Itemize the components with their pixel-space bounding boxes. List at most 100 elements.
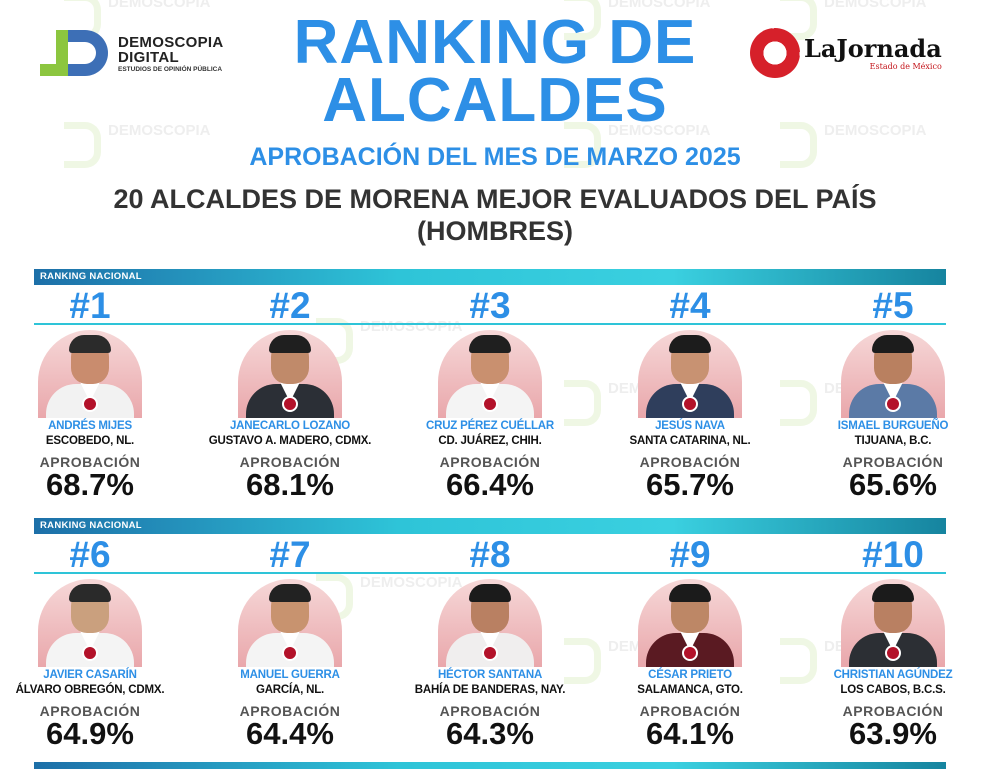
rank-number: #3 — [469, 285, 511, 326]
approval-value: 64.1% — [646, 716, 734, 751]
demoscopia-logo: DEMOSCOPIA DIGITAL ESTUDIOS DE OPINIÓN P… — [40, 24, 240, 84]
mayor-name: ANDRÉS MIJES — [48, 420, 132, 432]
mayor-card: #1 ANDRÉS MIJES ESCOBEDO, NL. APROBACIÓN 68.… — [0, 286, 188, 506]
mayor-name: CRUZ PÉREZ CUÉLLAR — [425, 420, 554, 432]
page-subtitle: APROBACIÓN DEL MES DE MARZO 2025 — [249, 143, 741, 171]
approval-label: APROBACIÓN — [842, 454, 944, 470]
la-jornada-logo: LaJornada Estado de México — [750, 28, 950, 78]
approval-label: APROBACIÓN — [439, 703, 541, 719]
municipality: GARCÍA, NL. — [255, 684, 325, 696]
mayor-name: MANUEL GUERRA — [240, 669, 340, 681]
mayor-card: #5 ISMAEL BURGUEÑO TIJUANA, B.C. APROBACIÓN… — [795, 286, 991, 506]
mayor-name: JAVIER CASARÍN — [43, 669, 137, 681]
approval-value: 66.4% — [446, 467, 534, 502]
mayor-card: #7 MANUEL GUERRA GARCÍA, NL. APROBACIÓN 64.4… — [192, 535, 388, 755]
party-pin-icon — [885, 645, 901, 661]
mayor-photo — [841, 330, 945, 418]
approval-value: 64.4% — [246, 716, 334, 751]
mayor-name: HÉCTOR SANTANA — [437, 669, 543, 681]
rank-number: #9 — [669, 534, 711, 575]
rank-number: #8 — [469, 534, 511, 575]
approval-label: APROBACIÓN — [639, 454, 741, 470]
municipality: LOS CABOS, B.C.S. — [840, 684, 946, 696]
party-pin-icon — [885, 396, 901, 412]
mayor-card: #3 CRUZ PÉREZ CUÉLLAR CD. JUÁREZ, CHIH. APR… — [392, 286, 588, 506]
party-pin-icon — [682, 396, 698, 412]
municipality: GUSTAVO A. MADERO, CDMX. — [208, 435, 372, 447]
party-pin-icon — [282, 645, 298, 661]
rank-number: #7 — [269, 534, 311, 575]
party-pin-icon — [82, 396, 98, 412]
mayor-card: #8 HÉCTOR SANTANA BAHÍA DE BANDERAS, NAY. A… — [392, 535, 588, 755]
approval-value: 68.1% — [246, 467, 334, 502]
municipality: TIJUANA, B.C. — [854, 435, 932, 447]
municipality: ESCOBEDO, NL. — [45, 435, 135, 447]
approval-label: APROBACIÓN — [842, 703, 944, 719]
party-pin-icon — [82, 645, 98, 661]
rank-number: #10 — [862, 534, 924, 575]
approval-label: APROBACIÓN — [239, 703, 341, 719]
approval-value: 65.7% — [646, 467, 734, 502]
watermark: DEMOSCOPIA — [780, 0, 927, 40]
watermark: DEMOSCOPIA — [64, 0, 211, 40]
logo-line2: DIGITAL — [118, 48, 179, 66]
rank-number: #6 — [69, 534, 111, 575]
mayor-card: #10 CHRISTIAN AGÚNDEZ LOS CABOS, B.C.S. APR… — [795, 535, 991, 755]
municipality: BAHÍA DE BANDERAS, NAY. — [414, 684, 566, 696]
mayor-name: ISMAEL BURGUEÑO — [837, 420, 949, 432]
sun-logo-icon — [750, 28, 800, 78]
party-pin-icon — [682, 645, 698, 661]
rank-number: #4 — [669, 285, 711, 326]
mayor-name: JESÚS NAVA — [655, 420, 725, 432]
municipality: SALAMANCA, GTO. — [637, 684, 743, 696]
mayor-photo — [841, 579, 945, 667]
approval-label: APROBACIÓN — [39, 454, 141, 470]
party-pin-icon — [482, 396, 498, 412]
mayor-card: #2 JANECARLO LOZANO GUSTAVO A. MADERO, CDM… — [192, 286, 388, 506]
approval-value: 65.6% — [849, 467, 937, 502]
logo-tagline: ESTUDIOS DE OPINIÓN PÚBLICA — [118, 65, 223, 73]
mayor-photo — [638, 330, 742, 418]
mayor-photo — [238, 330, 342, 418]
rank-number: #5 — [872, 285, 914, 326]
approval-value: 68.7% — [46, 467, 134, 502]
divider — [34, 572, 946, 574]
logo-line1: DEMOSCOPIA — [118, 33, 224, 51]
page-title: RANKING DE ALCALDES — [293, 8, 697, 135]
watermark: DEMOSCOPIA — [780, 122, 927, 168]
mayor-card: #4 JESÚS NAVA SANTA CATARINA, NL. APROBACIÓ… — [592, 286, 788, 506]
approval-value: 64.3% — [446, 716, 534, 751]
approval-label: APROBACIÓN — [439, 454, 541, 470]
mayor-photo — [38, 330, 142, 418]
approval-label: APROBACIÓN — [39, 703, 141, 719]
watermark: DEMOSCOPIA — [64, 122, 211, 168]
mayor-photo — [438, 579, 542, 667]
jornada-sub: Estado de México — [869, 61, 942, 71]
municipality: SANTA CATARINA, NL. — [629, 435, 751, 447]
mayor-name: JANECARLO LOZANO — [229, 420, 351, 432]
mayor-name: CÉSAR PRIETO — [648, 669, 732, 681]
rank-number: #1 — [69, 285, 111, 326]
mayor-card: #9 CÉSAR PRIETO SALAMANCA, GTO. APROBACIÓN 6… — [592, 535, 788, 755]
ranking-band: RANKING NACIONAL — [34, 518, 946, 534]
section-heading: 20 ALCALDES DE MORENA MEJOR EVALUADOS DE… — [113, 184, 877, 246]
mayor-card: #6 JAVIER CASARÍN ÁLVARO OBREGÓN, CDMX. APR… — [0, 535, 188, 755]
party-pin-icon — [482, 645, 498, 661]
jornada-name: LaJornada — [804, 33, 942, 63]
approval-value: 64.9% — [46, 716, 134, 751]
mayor-name: CHRISTIAN AGÚNDEZ — [833, 669, 953, 681]
approval-label: APROBACIÓN — [239, 454, 341, 470]
municipality: CD. JUÁREZ, CHIH. — [438, 435, 542, 447]
demoscopia-logo-icon — [40, 26, 112, 82]
ranking-band: RANKING NACIONAL — [34, 269, 946, 285]
divider — [34, 323, 946, 325]
municipality: ÁLVARO OBREGÓN, CDMX. — [15, 684, 165, 696]
rank-number: #2 — [269, 285, 311, 326]
mayor-photo — [638, 579, 742, 667]
mayor-photo — [238, 579, 342, 667]
approval-label: APROBACIÓN — [639, 703, 741, 719]
party-pin-icon — [282, 396, 298, 412]
mayor-photo — [38, 579, 142, 667]
approval-value: 63.9% — [849, 716, 937, 751]
mayor-photo — [438, 330, 542, 418]
